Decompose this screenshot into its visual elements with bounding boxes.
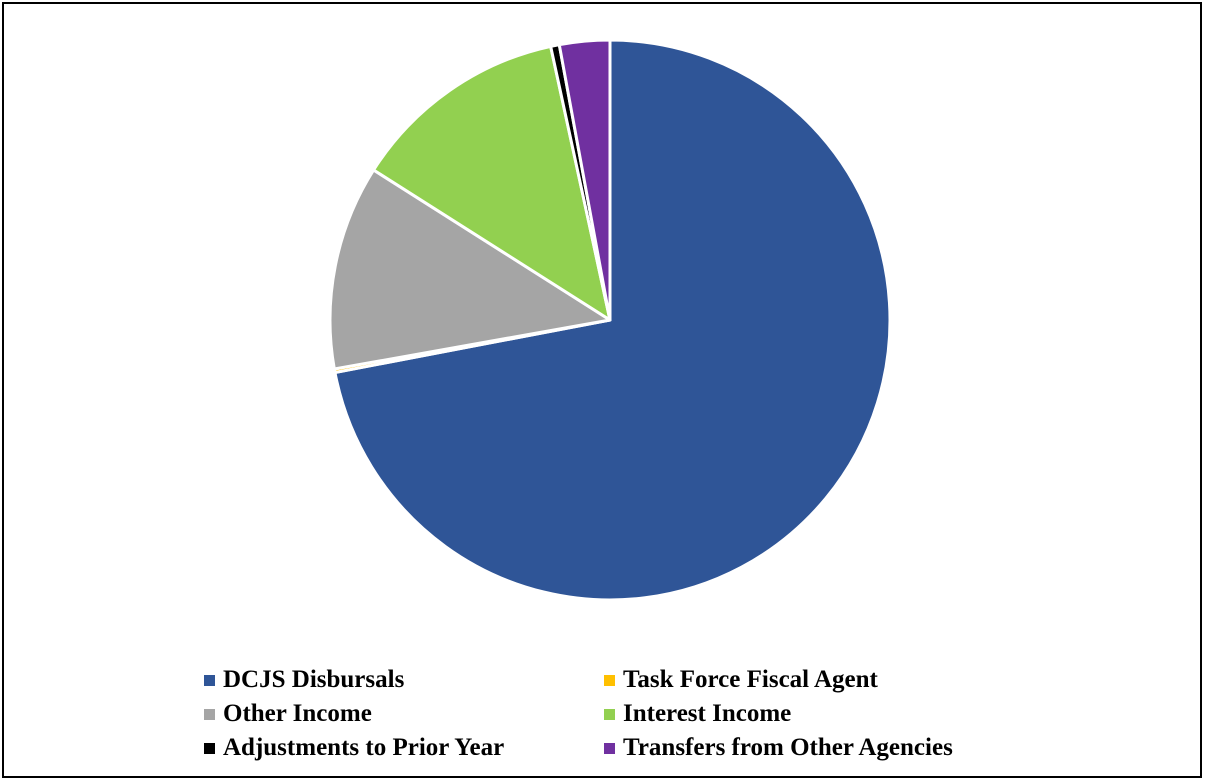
legend-swatch — [204, 674, 215, 686]
legend-item-dcjs-disbursals: DCJS Disbursals — [204, 664, 604, 696]
legend-item-transfers-from-other-agencies: Transfers from Other Agencies — [604, 732, 1024, 764]
pie-slice-interest-income — [372, 44, 612, 322]
chart-legend: DCJS Disbursals Task Force Fiscal Agent … — [204, 664, 1024, 764]
legend-swatch — [604, 742, 615, 754]
pie-slice-other-income — [328, 168, 612, 371]
legend-label: Transfers from Other Agencies — [623, 734, 953, 761]
legend-swatch — [604, 708, 615, 720]
legend-swatch — [204, 708, 215, 720]
pie-slice-transfers-from-other-agencies — [557, 38, 612, 322]
legend-item-other-income: Other Income — [204, 698, 604, 730]
pie-slice-dcjs-disbursals — [333, 38, 892, 602]
legend-label: DCJS Disbursals — [223, 666, 405, 693]
legend-swatch — [204, 742, 215, 754]
legend-item-adjustments-to-prior-year: Adjustments to Prior Year — [204, 732, 604, 764]
legend-item-task-force-fiscal-agent: Task Force Fiscal Agent — [604, 664, 1024, 696]
legend-swatch — [604, 674, 615, 686]
legend-label: Adjustments to Prior Year — [223, 734, 505, 761]
legend-label: Interest Income — [623, 700, 792, 727]
pie-chart — [328, 38, 892, 602]
legend-label: Other Income — [223, 700, 372, 727]
legend-label: Task Force Fiscal Agent — [623, 666, 878, 693]
legend-item-interest-income: Interest Income — [604, 698, 1024, 730]
